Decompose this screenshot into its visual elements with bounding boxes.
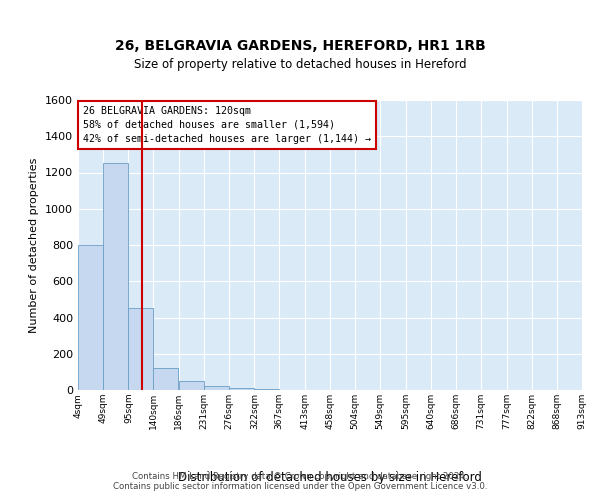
X-axis label: Distribution of detached houses by size in Hereford: Distribution of detached houses by size … — [178, 471, 482, 484]
Bar — [78, 245, 103, 390]
Bar — [154, 368, 178, 390]
Text: Size of property relative to detached houses in Hereford: Size of property relative to detached ho… — [134, 58, 466, 71]
Bar — [254, 389, 279, 390]
Text: Contains HM Land Registry data © Crown copyright and database right 2024.: Contains HM Land Registry data © Crown c… — [132, 472, 468, 481]
Text: Contains public sector information licensed under the Open Government Licence v3: Contains public sector information licen… — [113, 482, 487, 491]
Bar — [103, 164, 128, 390]
Bar — [179, 381, 204, 390]
Bar — [229, 388, 254, 390]
Bar — [128, 308, 154, 390]
Text: 26, BELGRAVIA GARDENS, HEREFORD, HR1 1RB: 26, BELGRAVIA GARDENS, HEREFORD, HR1 1RB — [115, 38, 485, 52]
Text: 26 BELGRAVIA GARDENS: 120sqm
58% of detached houses are smaller (1,594)
42% of s: 26 BELGRAVIA GARDENS: 120sqm 58% of deta… — [83, 106, 371, 144]
Bar — [204, 386, 229, 390]
Y-axis label: Number of detached properties: Number of detached properties — [29, 158, 40, 332]
